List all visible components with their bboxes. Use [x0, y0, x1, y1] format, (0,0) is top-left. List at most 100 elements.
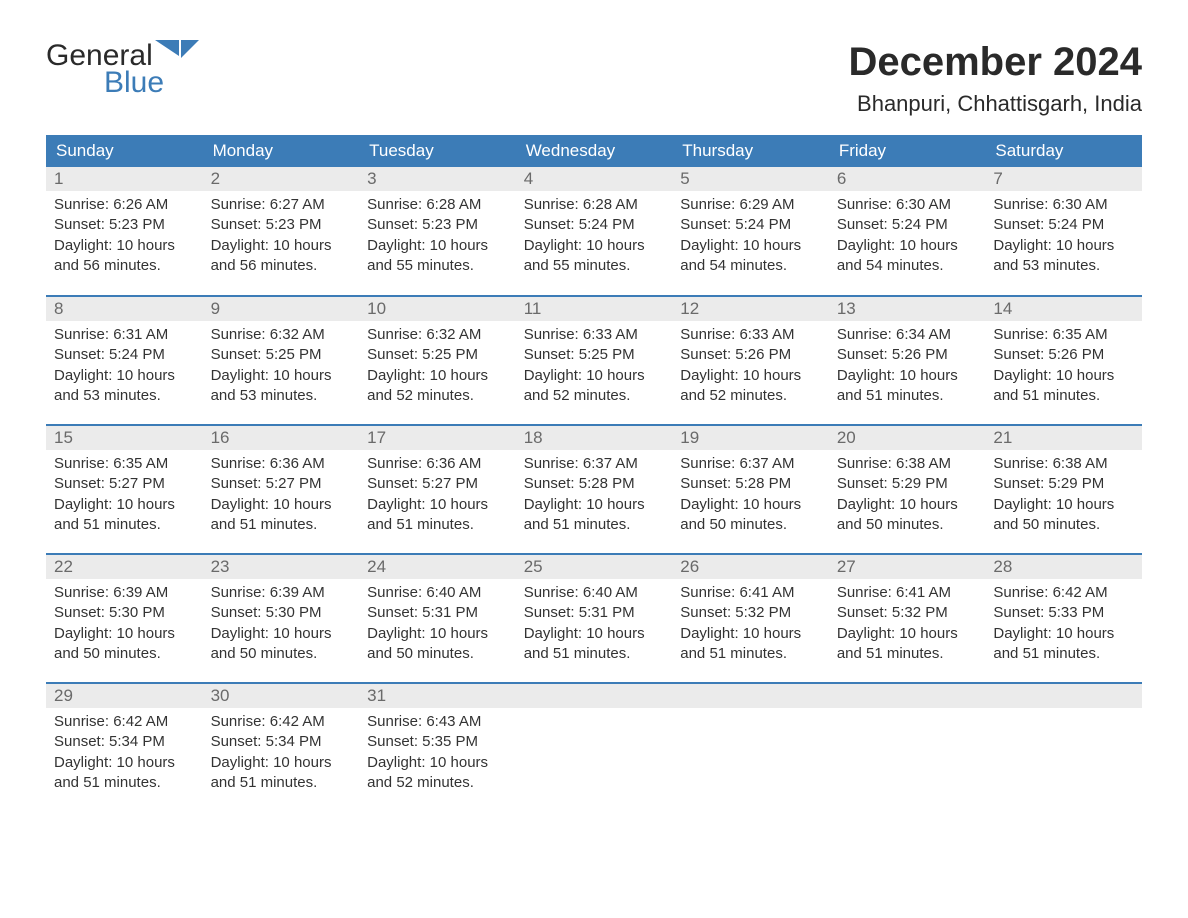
- day-body: Sunrise: 6:38 AMSunset: 5:29 PMDaylight:…: [829, 450, 986, 543]
- sunrise-line: Sunrise: 6:30 AM: [993, 195, 1134, 215]
- calendar-day: 23Sunrise: 6:39 AMSunset: 5:30 PMDayligh…: [203, 554, 360, 682]
- col-saturday: Saturday: [985, 135, 1142, 167]
- sunset-line: Sunset: 5:23 PM: [211, 215, 352, 235]
- sunrise-line: Sunrise: 6:42 AM: [993, 583, 1134, 603]
- sunset-line: Sunset: 5:24 PM: [54, 345, 195, 365]
- calendar-day: 14Sunrise: 6:35 AMSunset: 5:26 PMDayligh…: [985, 296, 1142, 424]
- day-body: Sunrise: 6:34 AMSunset: 5:26 PMDaylight:…: [829, 321, 986, 414]
- day-body: Sunrise: 6:41 AMSunset: 5:32 PMDaylight:…: [829, 579, 986, 672]
- day-number: 22: [46, 555, 203, 579]
- col-thursday: Thursday: [672, 135, 829, 167]
- day-body: Sunrise: 6:31 AMSunset: 5:24 PMDaylight:…: [46, 321, 203, 414]
- calendar-day: 10Sunrise: 6:32 AMSunset: 5:25 PMDayligh…: [359, 296, 516, 424]
- calendar-day: 29Sunrise: 6:42 AMSunset: 5:34 PMDayligh…: [46, 683, 203, 811]
- day-number: 9: [203, 297, 360, 321]
- sunrise-line: Sunrise: 6:42 AM: [54, 712, 195, 732]
- daylight-line: Daylight: 10 hours and 52 minutes.: [367, 366, 508, 407]
- sunrise-line: Sunrise: 6:38 AM: [837, 454, 978, 474]
- sunrise-line: Sunrise: 6:28 AM: [367, 195, 508, 215]
- calendar-day: 24Sunrise: 6:40 AMSunset: 5:31 PMDayligh…: [359, 554, 516, 682]
- daylight-line: Daylight: 10 hours and 56 minutes.: [54, 236, 195, 277]
- day-body: Sunrise: 6:42 AMSunset: 5:34 PMDaylight:…: [203, 708, 360, 801]
- day-body: Sunrise: 6:41 AMSunset: 5:32 PMDaylight:…: [672, 579, 829, 672]
- day-number: 20: [829, 426, 986, 450]
- sunrise-line: Sunrise: 6:33 AM: [524, 325, 665, 345]
- calendar-day: 25Sunrise: 6:40 AMSunset: 5:31 PMDayligh…: [516, 554, 673, 682]
- sunrise-line: Sunrise: 6:27 AM: [211, 195, 352, 215]
- calendar-day: 19Sunrise: 6:37 AMSunset: 5:28 PMDayligh…: [672, 425, 829, 553]
- col-friday: Friday: [829, 135, 986, 167]
- day-number: 19: [672, 426, 829, 450]
- daylight-line: Daylight: 10 hours and 52 minutes.: [680, 366, 821, 407]
- sunrise-line: Sunrise: 6:40 AM: [367, 583, 508, 603]
- sunset-line: Sunset: 5:24 PM: [993, 215, 1134, 235]
- sunset-line: Sunset: 5:35 PM: [367, 732, 508, 752]
- calendar-week: 15Sunrise: 6:35 AMSunset: 5:27 PMDayligh…: [46, 425, 1142, 553]
- calendar-day: 1Sunrise: 6:26 AMSunset: 5:23 PMDaylight…: [46, 167, 203, 295]
- daylight-line: Daylight: 10 hours and 51 minutes.: [680, 624, 821, 665]
- day-body: Sunrise: 6:30 AMSunset: 5:24 PMDaylight:…: [985, 191, 1142, 284]
- daylight-line: Daylight: 10 hours and 51 minutes.: [837, 366, 978, 407]
- daylight-line: Daylight: 10 hours and 55 minutes.: [367, 236, 508, 277]
- brand-logo: General Blue: [46, 40, 199, 98]
- sunset-line: Sunset: 5:33 PM: [993, 603, 1134, 623]
- day-number: 6: [829, 167, 986, 191]
- sunrise-line: Sunrise: 6:26 AM: [54, 195, 195, 215]
- day-body: Sunrise: 6:42 AMSunset: 5:33 PMDaylight:…: [985, 579, 1142, 672]
- daylight-line: Daylight: 10 hours and 51 minutes.: [524, 624, 665, 665]
- day-body: Sunrise: 6:37 AMSunset: 5:28 PMDaylight:…: [672, 450, 829, 543]
- sunset-line: Sunset: 5:26 PM: [993, 345, 1134, 365]
- daylight-line: Daylight: 10 hours and 51 minutes.: [993, 624, 1134, 665]
- sunset-line: Sunset: 5:30 PM: [54, 603, 195, 623]
- col-tuesday: Tuesday: [359, 135, 516, 167]
- calendar-day: [672, 683, 829, 811]
- day-body: Sunrise: 6:36 AMSunset: 5:27 PMDaylight:…: [359, 450, 516, 543]
- sunset-line: Sunset: 5:23 PM: [367, 215, 508, 235]
- brand-name-bottom: Blue: [46, 68, 199, 98]
- calendar-day: 22Sunrise: 6:39 AMSunset: 5:30 PMDayligh…: [46, 554, 203, 682]
- daylight-line: Daylight: 10 hours and 53 minutes.: [54, 366, 195, 407]
- day-body: Sunrise: 6:37 AMSunset: 5:28 PMDaylight:…: [516, 450, 673, 543]
- day-body: Sunrise: 6:35 AMSunset: 5:26 PMDaylight:…: [985, 321, 1142, 414]
- day-body: Sunrise: 6:30 AMSunset: 5:24 PMDaylight:…: [829, 191, 986, 284]
- col-sunday: Sunday: [46, 135, 203, 167]
- sunset-line: Sunset: 5:32 PM: [837, 603, 978, 623]
- day-number: 23: [203, 555, 360, 579]
- calendar-day: 11Sunrise: 6:33 AMSunset: 5:25 PMDayligh…: [516, 296, 673, 424]
- page-title: December 2024: [848, 40, 1142, 85]
- daylight-line: Daylight: 10 hours and 54 minutes.: [680, 236, 821, 277]
- calendar-day: 18Sunrise: 6:37 AMSunset: 5:28 PMDayligh…: [516, 425, 673, 553]
- day-number: 15: [46, 426, 203, 450]
- day-number: 12: [672, 297, 829, 321]
- day-number: 11: [516, 297, 673, 321]
- sunset-line: Sunset: 5:24 PM: [524, 215, 665, 235]
- sunrise-line: Sunrise: 6:35 AM: [993, 325, 1134, 345]
- calendar-day: 7Sunrise: 6:30 AMSunset: 5:24 PMDaylight…: [985, 167, 1142, 295]
- daylight-line: Daylight: 10 hours and 50 minutes.: [837, 495, 978, 536]
- calendar-week: 1Sunrise: 6:26 AMSunset: 5:23 PMDaylight…: [46, 167, 1142, 295]
- calendar-day: [985, 683, 1142, 811]
- sunrise-line: Sunrise: 6:42 AM: [211, 712, 352, 732]
- calendar-week: 8Sunrise: 6:31 AMSunset: 5:24 PMDaylight…: [46, 296, 1142, 424]
- sunrise-line: Sunrise: 6:28 AM: [524, 195, 665, 215]
- calendar-table: Sunday Monday Tuesday Wednesday Thursday…: [46, 135, 1142, 811]
- day-body: Sunrise: 6:33 AMSunset: 5:26 PMDaylight:…: [672, 321, 829, 414]
- col-monday: Monday: [203, 135, 360, 167]
- calendar-week: 22Sunrise: 6:39 AMSunset: 5:30 PMDayligh…: [46, 554, 1142, 682]
- sunset-line: Sunset: 5:24 PM: [680, 215, 821, 235]
- day-number: 13: [829, 297, 986, 321]
- day-body: Sunrise: 6:39 AMSunset: 5:30 PMDaylight:…: [46, 579, 203, 672]
- day-body: Sunrise: 6:39 AMSunset: 5:30 PMDaylight:…: [203, 579, 360, 672]
- day-number: 21: [985, 426, 1142, 450]
- sunrise-line: Sunrise: 6:36 AM: [367, 454, 508, 474]
- day-body: Sunrise: 6:28 AMSunset: 5:23 PMDaylight:…: [359, 191, 516, 284]
- day-number: 26: [672, 555, 829, 579]
- sunset-line: Sunset: 5:27 PM: [211, 474, 352, 494]
- day-body: Sunrise: 6:32 AMSunset: 5:25 PMDaylight:…: [359, 321, 516, 414]
- sunrise-line: Sunrise: 6:32 AM: [367, 325, 508, 345]
- daylight-line: Daylight: 10 hours and 52 minutes.: [524, 366, 665, 407]
- sunset-line: Sunset: 5:34 PM: [54, 732, 195, 752]
- day-body: Sunrise: 6:36 AMSunset: 5:27 PMDaylight:…: [203, 450, 360, 543]
- day-body: Sunrise: 6:40 AMSunset: 5:31 PMDaylight:…: [516, 579, 673, 672]
- calendar-day: 26Sunrise: 6:41 AMSunset: 5:32 PMDayligh…: [672, 554, 829, 682]
